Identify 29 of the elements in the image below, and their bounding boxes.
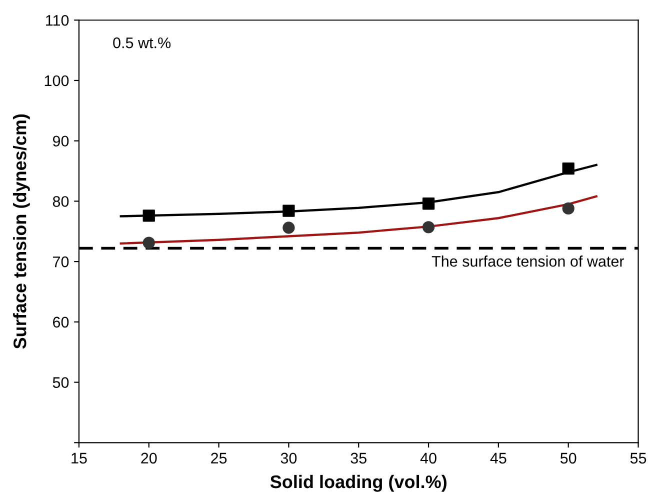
x-tick-label: 35: [350, 452, 366, 464]
point: [282, 222, 295, 234]
y-tick-label: 90: [52, 136, 69, 147]
x-tick-label: 55: [630, 452, 646, 464]
y-tick-label: 80: [52, 196, 69, 207]
point: [282, 204, 295, 217]
x-tick-label: 45: [490, 452, 506, 464]
point: [422, 198, 435, 210]
x-tick-label: 50: [560, 452, 576, 464]
x-tick-label: 40: [420, 452, 436, 464]
x-tick-label: 30: [280, 452, 297, 464]
x-tick-label: 15: [72, 452, 87, 464]
point: [562, 202, 574, 215]
y-tick-label: 110: [46, 14, 69, 26]
point: [562, 162, 574, 175]
y-tick-label: 70: [53, 256, 69, 268]
y-axis-title: Surface tension (dynes/cm): [13, 114, 30, 349]
x-tick-label: 25: [211, 452, 227, 464]
point: [422, 221, 435, 234]
point: [142, 236, 155, 249]
annotation: 0.5 wt.%: [113, 37, 171, 48]
x-tick-label: 20: [141, 452, 157, 464]
point: [142, 210, 155, 222]
x-axis-title: Solid loading (vol.%): [270, 474, 446, 492]
y-tick-label: 100: [44, 75, 69, 86]
ref-line-label: The surface tension of water: [432, 256, 624, 267]
line-series: [120, 195, 598, 245]
y-tick-label: 50: [52, 377, 69, 388]
y-tick-label: 60: [53, 316, 69, 328]
